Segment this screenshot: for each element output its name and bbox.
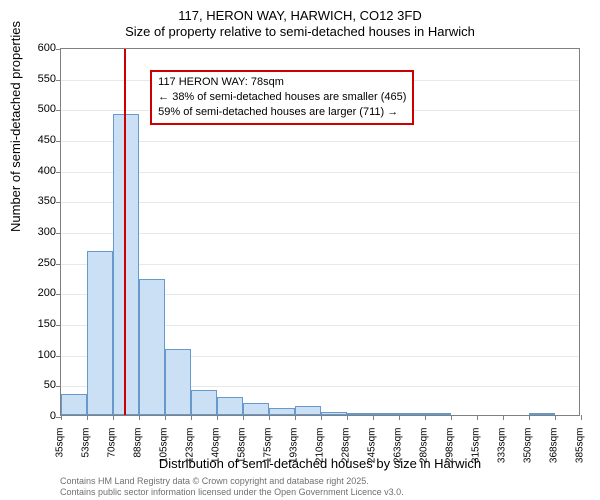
x-axis-label: Distribution of semi-detached houses by … [60,456,580,471]
plot-area: 117 HERON WAY: 78sqm ← 38% of semi-detac… [60,48,580,416]
x-tick-mark [191,415,192,420]
y-tick-mark [56,233,61,234]
y-tick-mark [56,325,61,326]
x-tick-mark [321,415,322,420]
y-tick-label: 100 [38,349,56,361]
x-tick-mark [373,415,374,420]
x-tick-mark [529,415,530,420]
footer-line1: Contains HM Land Registry data © Crown c… [60,476,369,486]
histogram-bar [425,413,451,415]
histogram-bar [165,349,191,415]
y-axis-label: Number of semi-detached properties [8,21,23,232]
x-tick-mark [113,415,114,420]
y-tick-mark [56,172,61,173]
y-tick-label: 600 [38,42,56,54]
chart-title-sub: Size of property relative to semi-detach… [0,24,600,39]
y-tick-label: 50 [44,379,56,391]
x-tick-mark [217,415,218,420]
x-tick-mark [269,415,270,420]
footer-line2: Contains public sector information licen… [60,487,404,497]
histogram-bar [217,397,243,415]
x-tick-mark [581,415,582,420]
y-tick-label: 350 [38,195,56,207]
histogram-bar [191,390,217,415]
y-tick-label: 400 [38,165,56,177]
legend-line2: ← 38% of semi-detached houses are smalle… [158,90,406,105]
y-tick-mark [56,141,61,142]
histogram-bar [399,413,425,415]
histogram-chart: 117, HERON WAY, HARWICH, CO12 3FD Size o… [0,0,600,500]
y-tick-label: 150 [38,318,56,330]
x-tick-mark [555,415,556,420]
y-tick-label: 200 [38,287,56,299]
y-tick-label: 300 [38,226,56,238]
x-tick-mark [477,415,478,420]
histogram-bar [295,406,321,415]
y-tick-label: 450 [38,134,56,146]
marker-line [124,49,126,415]
y-tick-label: 550 [38,73,56,85]
histogram-bar [529,413,555,415]
legend-line1: 117 HERON WAY: 78sqm [158,75,406,90]
y-tick-label: 500 [38,103,56,115]
x-tick-mark [503,415,504,420]
histogram-bar [113,114,139,415]
y-tick-mark [56,49,61,50]
y-tick-mark [56,202,61,203]
x-tick-mark [399,415,400,420]
legend-line3: 59% of semi-detached houses are larger (… [158,105,406,120]
y-tick-label: 0 [50,410,56,422]
chart-title-main: 117, HERON WAY, HARWICH, CO12 3FD [0,8,600,23]
histogram-bar [269,408,295,415]
x-tick-mark [347,415,348,420]
histogram-bar [87,251,113,415]
histogram-bar [139,279,165,415]
y-tick-mark [56,110,61,111]
y-tick-mark [56,294,61,295]
x-tick-mark [243,415,244,420]
histogram-bar [61,394,87,415]
y-tick-mark [56,386,61,387]
y-tick-label: 250 [38,257,56,269]
histogram-bar [373,413,399,415]
histogram-bar [347,413,373,415]
x-tick-mark [87,415,88,420]
y-tick-mark [56,356,61,357]
x-tick-mark [295,415,296,420]
x-tick-mark [425,415,426,420]
legend-box: 117 HERON WAY: 78sqm ← 38% of semi-detac… [150,70,414,125]
x-tick-mark [451,415,452,420]
y-tick-mark [56,264,61,265]
x-tick-mark [165,415,166,420]
y-tick-mark [56,80,61,81]
x-tick-mark [61,415,62,420]
histogram-bar [321,412,347,415]
x-tick-mark [139,415,140,420]
histogram-bar [243,403,269,415]
